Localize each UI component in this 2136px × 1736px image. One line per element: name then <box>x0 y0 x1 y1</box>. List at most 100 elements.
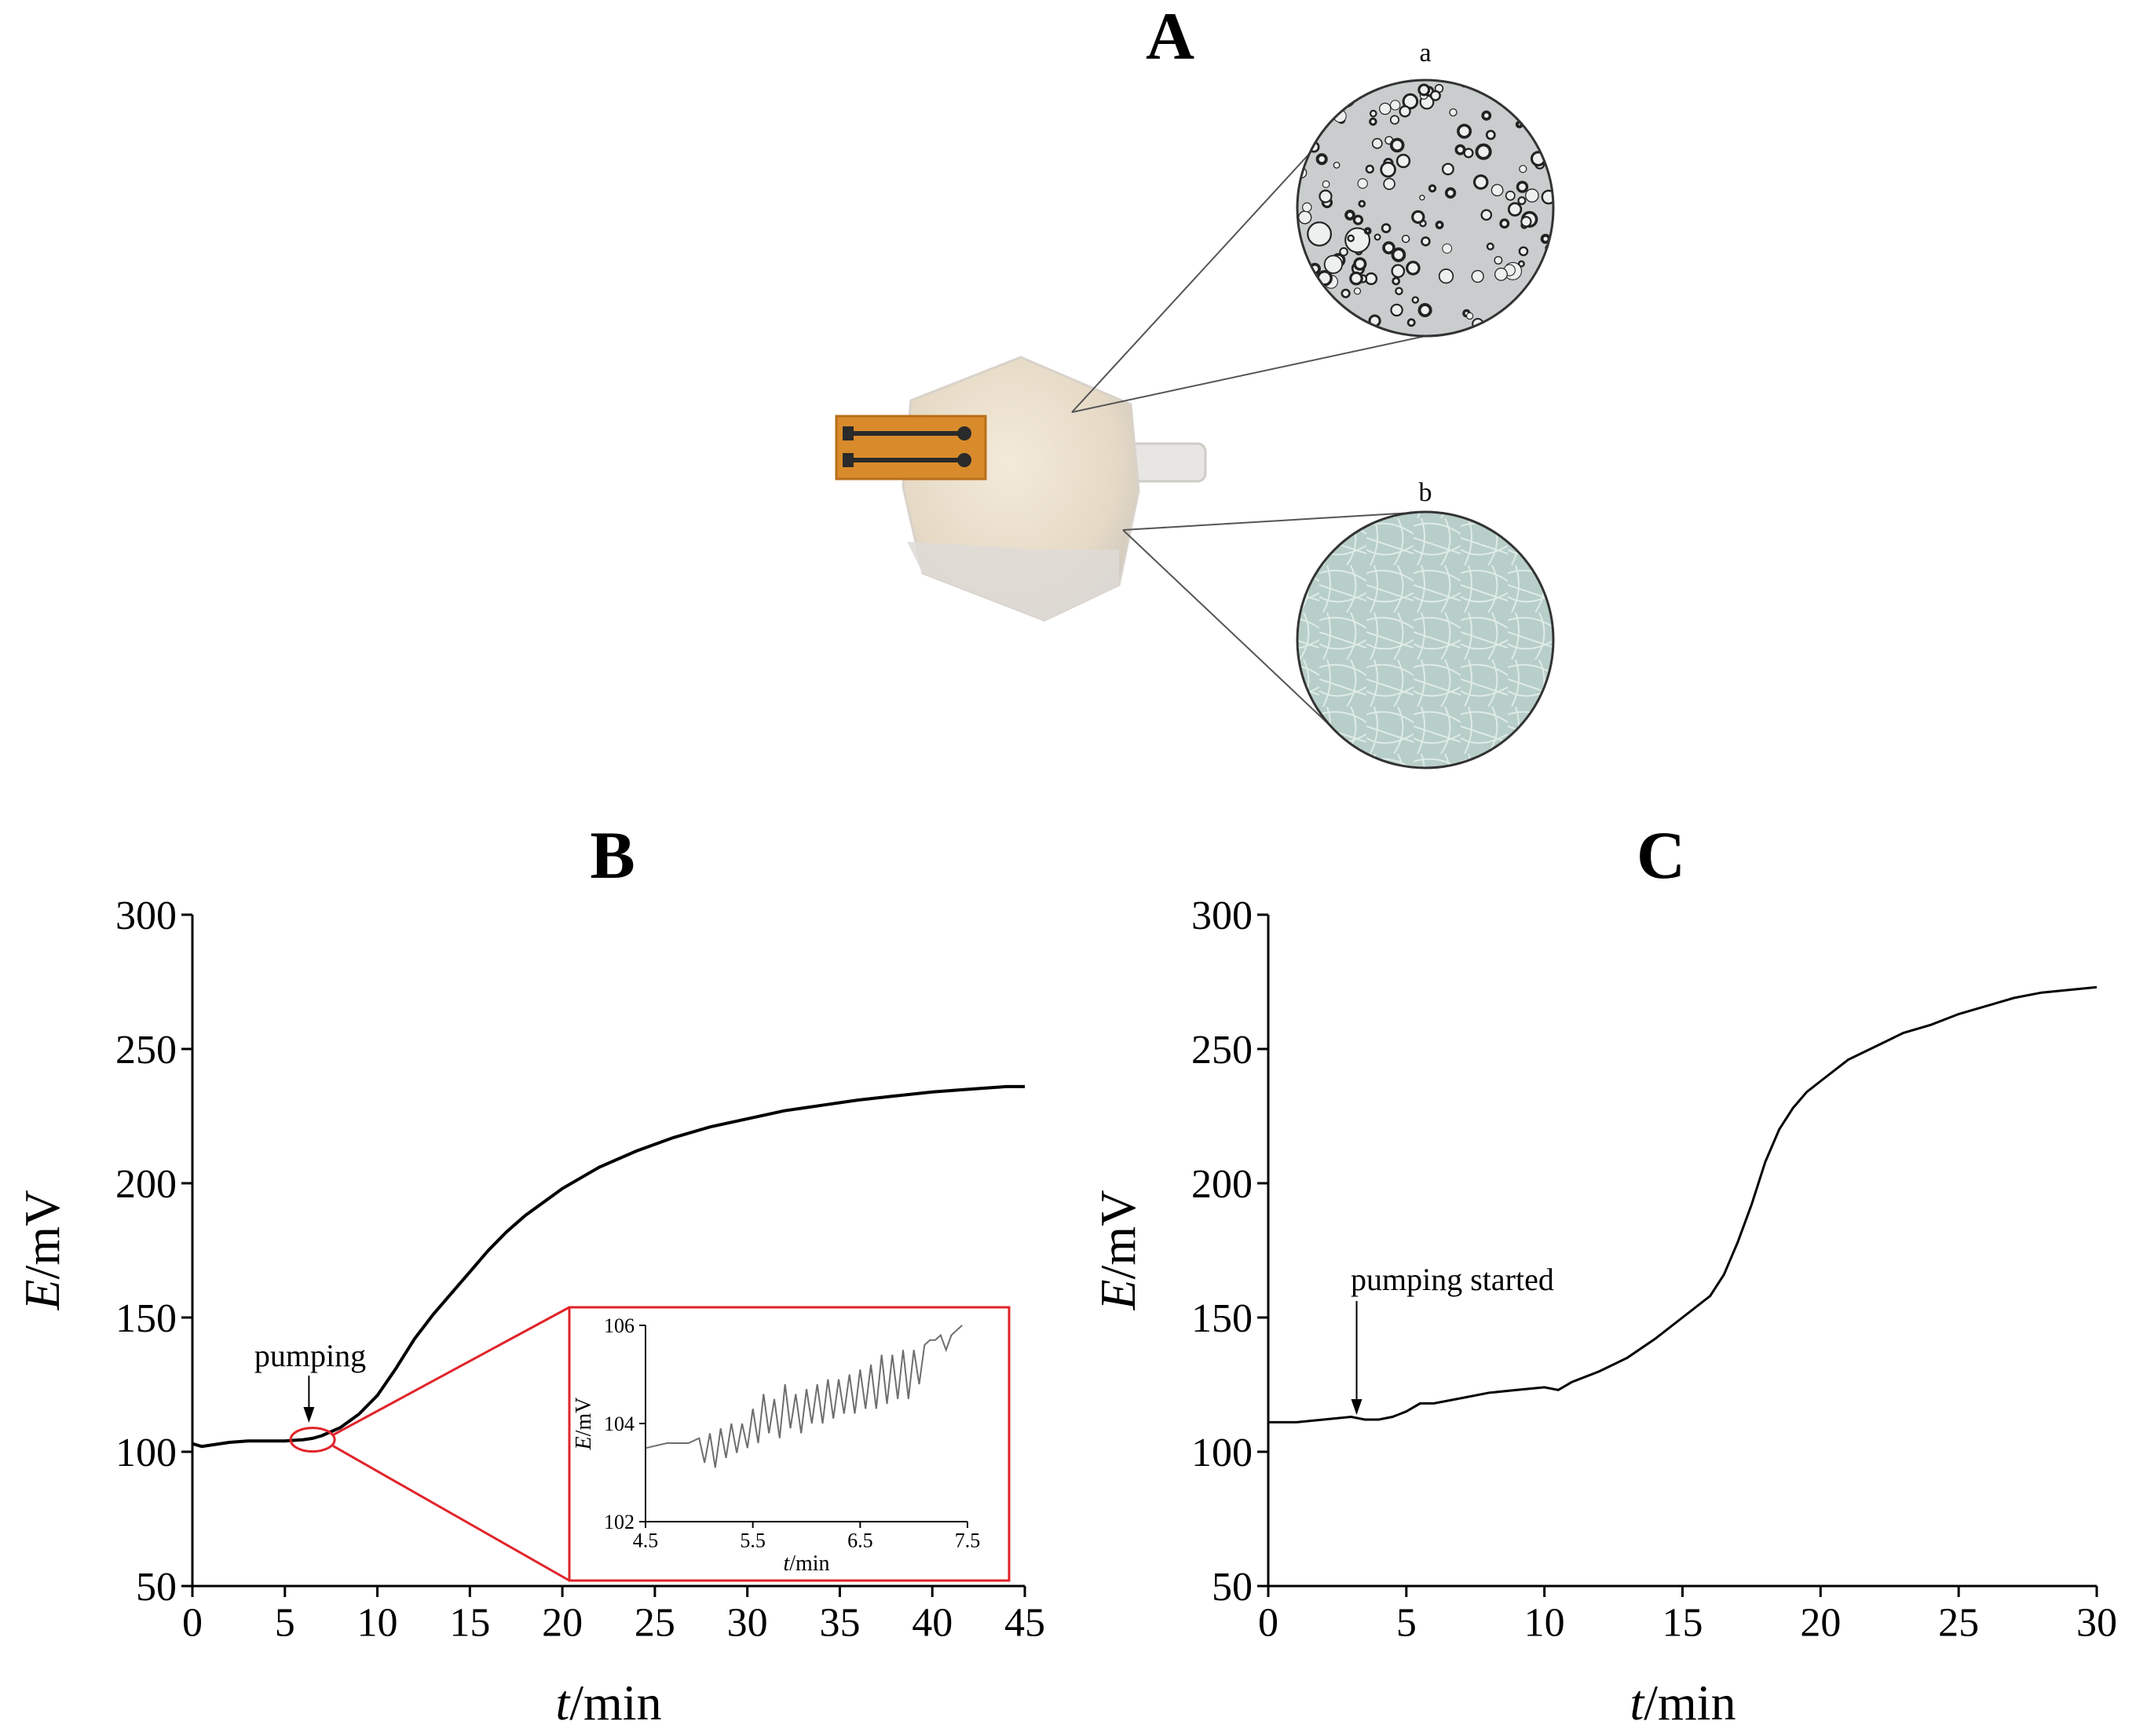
pore <box>1411 210 1425 225</box>
y-tick-label: 200 <box>1191 1162 1253 1207</box>
pore <box>1411 296 1420 304</box>
pore <box>1370 109 1377 118</box>
pore <box>1516 181 1529 193</box>
electrode-dot-2 <box>957 453 971 467</box>
x-tick-label: 20 <box>542 1600 583 1645</box>
pore <box>1499 218 1510 229</box>
pore <box>1525 188 1539 203</box>
pore <box>1347 234 1355 243</box>
pore <box>1519 165 1527 174</box>
x-tick-label: 25 <box>1938 1600 1979 1645</box>
chart-b-annotation-arrow <box>303 1376 315 1423</box>
pore <box>1406 318 1416 327</box>
pore <box>1353 287 1362 295</box>
electrode-dot-1 <box>957 426 971 440</box>
pore <box>1472 174 1489 190</box>
pore <box>1390 303 1403 317</box>
panel-c: C 0 5 10 15 20 25 30 50 100 150 200 250 300 E/mV t/m… <box>1090 817 2117 1731</box>
pore <box>1333 161 1340 169</box>
pore <box>1340 288 1351 298</box>
x-tick-label: 5 <box>1396 1600 1417 1645</box>
x-tick-label: 10 <box>1524 1600 1565 1645</box>
pore <box>1382 241 1395 254</box>
micrograph-a-border <box>1296 79 1555 338</box>
pore <box>1543 145 1550 152</box>
pore <box>1454 144 1466 155</box>
pore <box>1323 254 1344 274</box>
pore <box>1353 257 1367 271</box>
pore <box>1357 178 1368 189</box>
micrograph-b <box>1297 512 1553 768</box>
pore <box>1486 242 1494 250</box>
pore <box>1419 195 1425 201</box>
chart-b-ylabel: E/mV <box>14 1190 70 1311</box>
pore <box>1373 233 1381 241</box>
pore <box>1465 312 1474 320</box>
pore <box>1334 80 1348 90</box>
x-tick-label: 25 <box>635 1600 675 1645</box>
chart-c-annotation-arrow <box>1351 1301 1362 1415</box>
chart-c-pumping-started-annotation: pumping started <box>1351 1262 1554 1297</box>
pore <box>1494 327 1501 336</box>
pore <box>1547 82 1553 90</box>
pore <box>1475 143 1492 160</box>
chart-b-ticks: 0 5 10 15 20 25 30 35 40 45 50 100 150 200 250 300 <box>115 894 1045 1645</box>
pore <box>1389 137 1405 153</box>
pore <box>1390 100 1401 111</box>
pore <box>1534 276 1550 291</box>
callout-lines <box>1071 152 1426 731</box>
y-tick-label: 100 <box>115 1431 177 1475</box>
chart-b-inset: 4.5 5.5 6.5 7.5 102 104 106 <box>604 1314 980 1552</box>
panel-a: A a <box>835 0 1555 769</box>
micrograph-a-pores <box>1297 80 1553 336</box>
pore <box>1402 93 1419 110</box>
electrode-pad-2 <box>843 453 854 467</box>
pore <box>1298 109 1309 121</box>
pore <box>1316 89 1328 101</box>
x-tick-label: 45 <box>1004 1600 1045 1645</box>
pore <box>1438 269 1454 284</box>
x-tick-label: 15 <box>1662 1600 1703 1645</box>
pore <box>1392 276 1401 286</box>
pore <box>1389 115 1400 125</box>
pore <box>1457 123 1472 139</box>
pore <box>1302 202 1312 213</box>
pore <box>1428 184 1437 193</box>
pore <box>1406 261 1421 276</box>
pore <box>1344 227 1371 254</box>
pore <box>1401 234 1410 243</box>
y-tick-label: 50 <box>1212 1565 1253 1610</box>
x-tick-label: 5 <box>275 1600 295 1645</box>
pore <box>1395 287 1403 295</box>
pore <box>1316 270 1333 287</box>
arrow-head <box>1351 1399 1362 1415</box>
pore <box>1297 210 1312 225</box>
pore <box>1480 209 1493 221</box>
panel-b: B 0 5 10 15 20 25 30 35 40 45 50 100 150 200 250 300 E/… <box>14 817 1045 1731</box>
chart-c-xlabel: t/min <box>1629 1675 1736 1731</box>
chart-b-inset-xlabel: t/min <box>783 1551 829 1576</box>
pore <box>1421 236 1431 247</box>
inset-b-label: b <box>1419 478 1432 507</box>
pore <box>1339 247 1348 257</box>
pore <box>1333 323 1340 331</box>
pore <box>1435 221 1444 229</box>
y-tick-label: 250 <box>1191 1028 1253 1073</box>
pore <box>1319 111 1327 120</box>
pore <box>1322 180 1330 188</box>
pore <box>1494 267 1508 281</box>
pore <box>1481 110 1492 121</box>
pore <box>1417 83 1431 97</box>
pore <box>1399 105 1411 118</box>
x-tick-label: 20 <box>1800 1600 1841 1645</box>
pore <box>1505 190 1516 201</box>
pore <box>1472 81 1482 90</box>
x-tick-label: 35 <box>819 1600 860 1645</box>
y-tick-label: 50 <box>136 1565 177 1610</box>
pore <box>1383 177 1395 190</box>
pore <box>1363 227 1372 236</box>
chart-b: 0 5 10 15 20 25 30 35 40 45 50 100 150 200 250 300 <box>115 894 1045 1645</box>
pore <box>1316 96 1325 104</box>
y-tick-label: 102 <box>604 1511 635 1533</box>
